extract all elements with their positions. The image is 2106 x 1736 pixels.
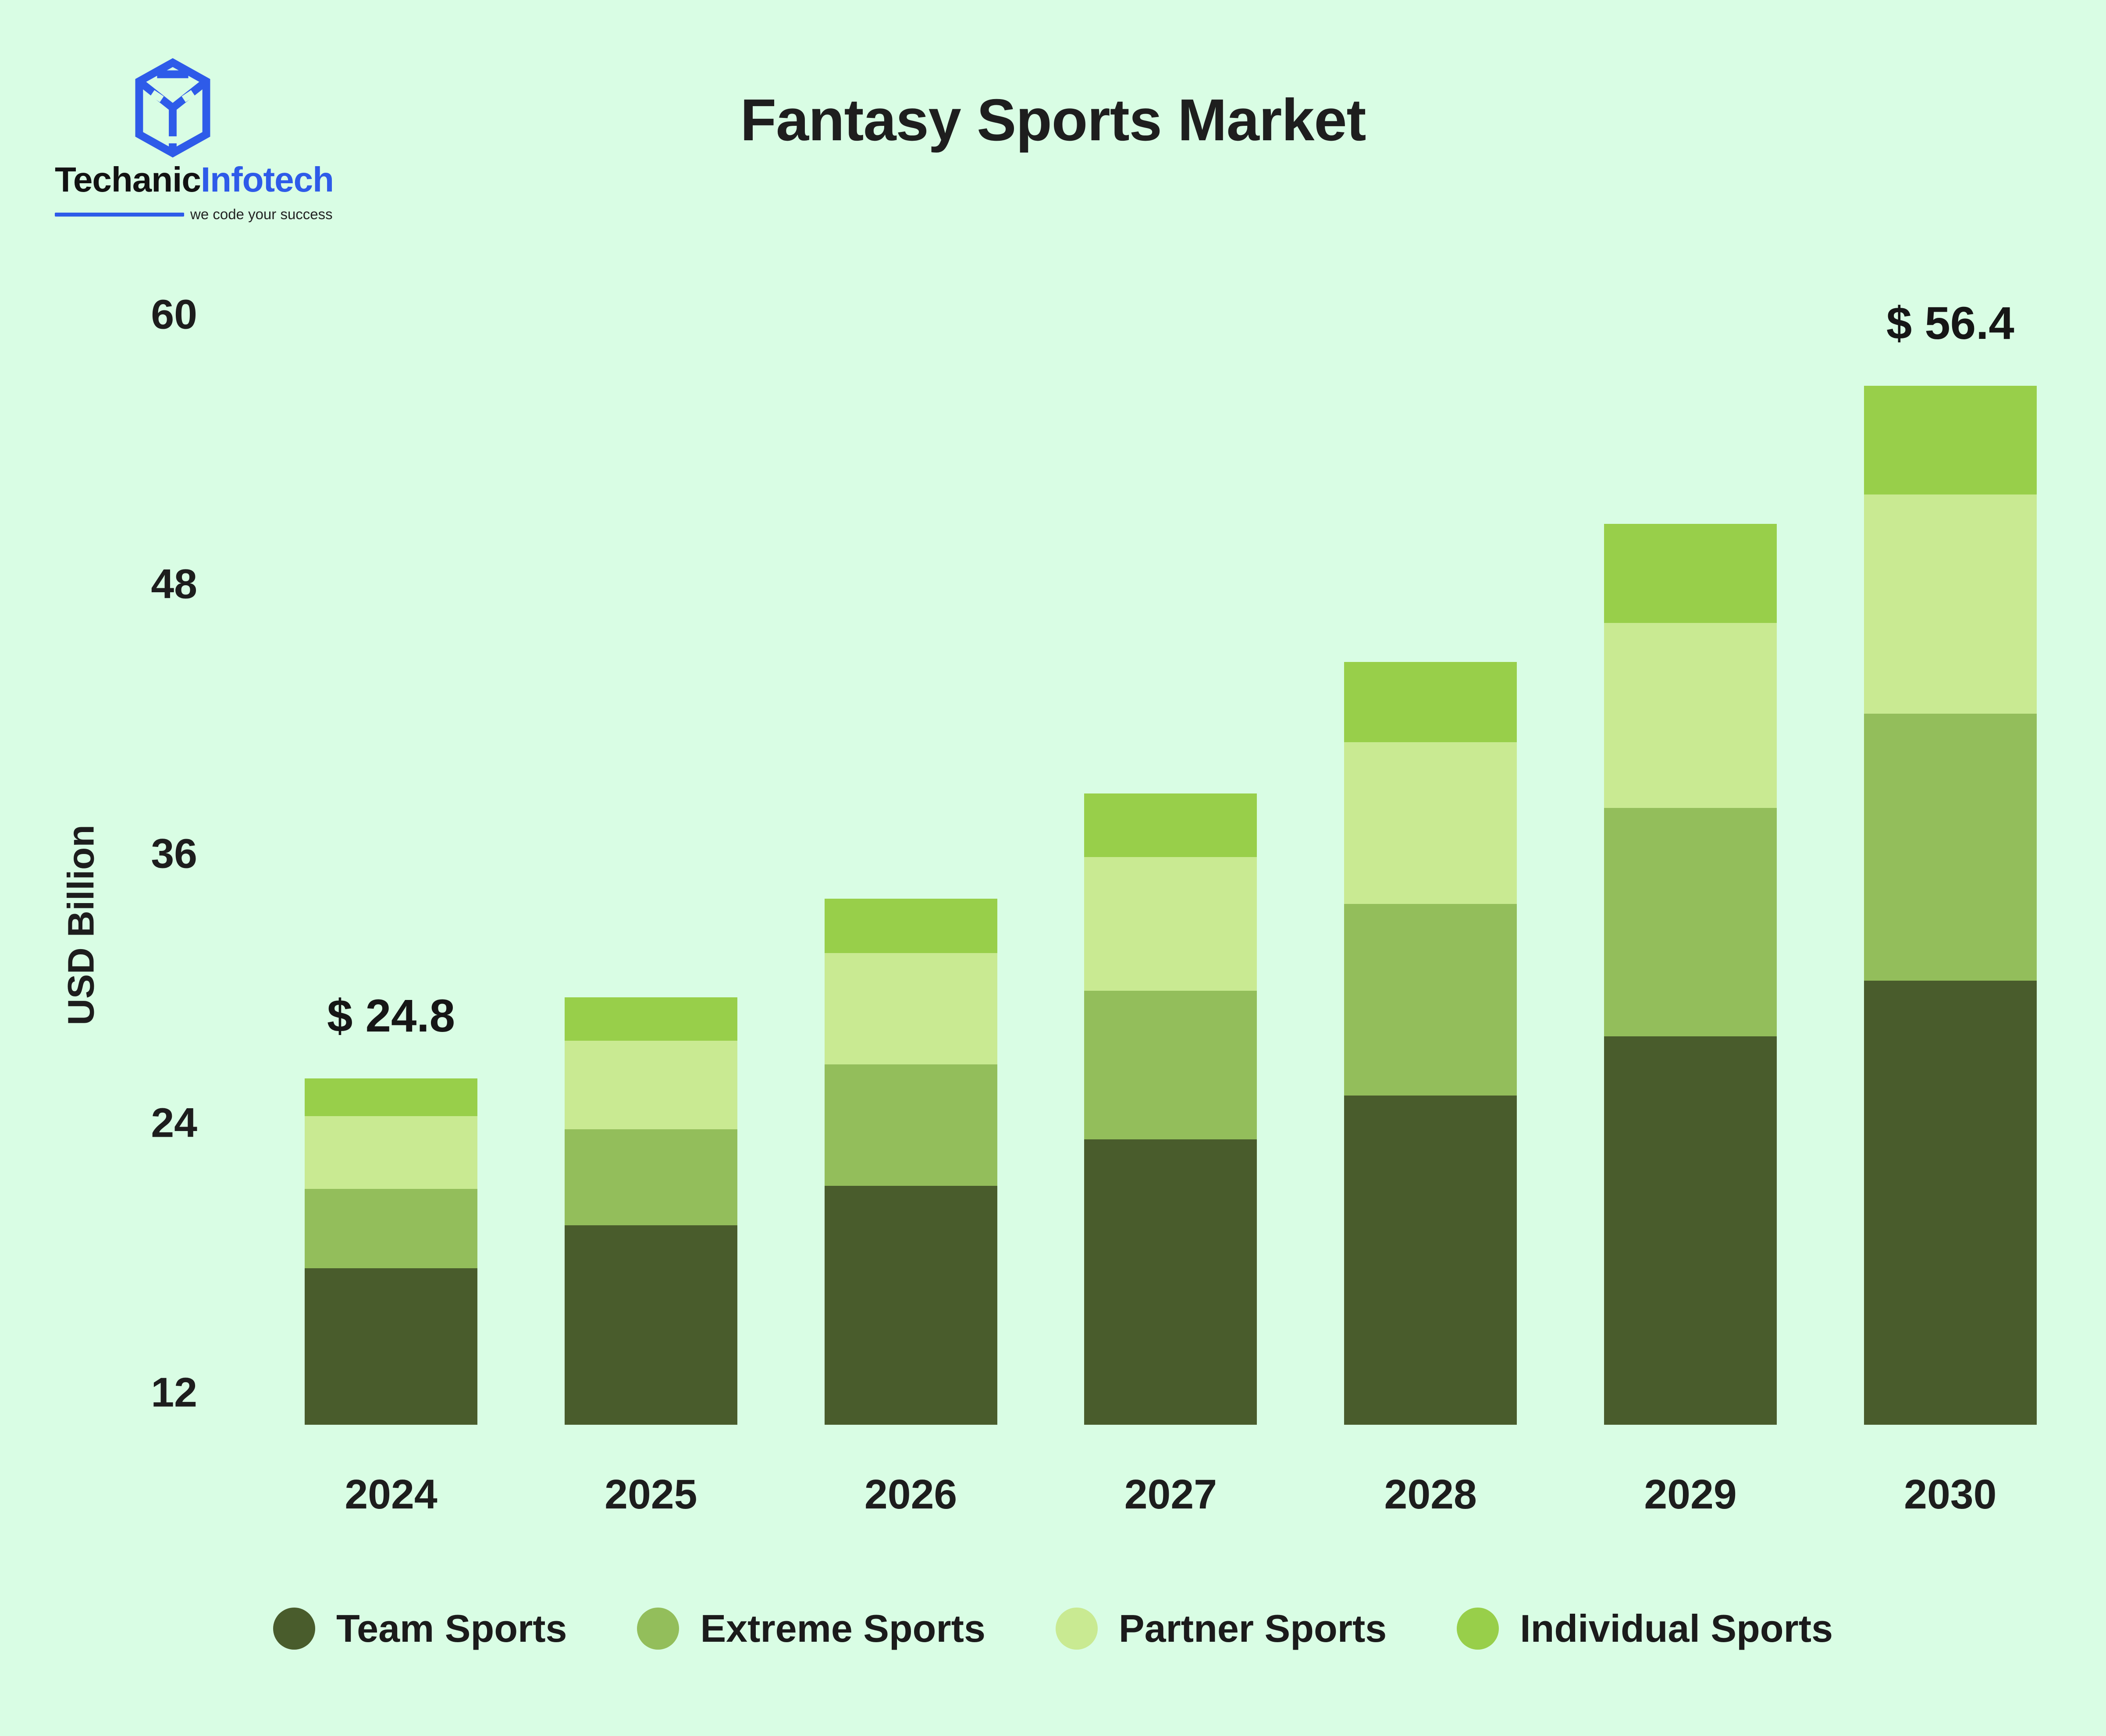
- bar-2026-extreme-sports: [824, 1064, 997, 1186]
- bar-2030-individual-sports: [1864, 386, 2037, 494]
- legend-label-individual-sports: Individual Sports: [1520, 1607, 1833, 1650]
- bar-2027-team-sports: [1084, 1139, 1257, 1425]
- bar-2028-team-sports: [1344, 1096, 1517, 1425]
- x-axis-label-2030: 2030: [1904, 1471, 1997, 1518]
- bar-2026-team-sports: [824, 1185, 997, 1425]
- total-annotation-2030: $ 56.4: [1886, 298, 2014, 349]
- logo-tagline: we code your success: [190, 206, 333, 222]
- logo: TechanicInfotech we code your success: [55, 57, 388, 223]
- chart-title: Fantasy Sports Market: [740, 87, 1366, 153]
- total-annotation-2024: $ 24.8: [327, 990, 455, 1042]
- y-axis-tick-60: 60: [151, 291, 197, 338]
- legend-item-partner-sports: Partner Sports: [1055, 1606, 1387, 1651]
- x-axis-label-2027: 2027: [1124, 1471, 1217, 1518]
- chart-legend: Team Sports Extreme Sports Partner Sports I…: [0, 1604, 2106, 1653]
- bar-2024-extreme-sports: [305, 1188, 477, 1269]
- y-axis-tick-12: 12: [151, 1369, 197, 1416]
- bar-2026-individual-sports: [824, 899, 997, 953]
- x-axis-label-2028: 2028: [1384, 1471, 1477, 1518]
- bar-2027-partner-sports: [1084, 857, 1257, 991]
- logo-wordmark: TechanicInfotech: [55, 160, 388, 200]
- bar-2027-individual-sports: [1084, 793, 1257, 857]
- legend-dot-team-sports: [273, 1608, 315, 1650]
- x-axis-label-2025: 2025: [605, 1471, 697, 1518]
- bar-2027-extreme-sports: [1084, 990, 1257, 1139]
- legend-item-individual-sports: Individual Sports: [1457, 1606, 1833, 1651]
- legend-dot-partner-sports: [1055, 1608, 1098, 1650]
- x-axis-label-2026: 2026: [864, 1471, 957, 1518]
- bar-2025-team-sports: [564, 1225, 737, 1425]
- y-axis-tick-48: 48: [151, 561, 197, 608]
- logo-tag-row: we code your success: [55, 206, 388, 223]
- bar-2025-partner-sports: [564, 1041, 737, 1130]
- bar-2030-extreme-sports: [1864, 713, 2037, 981]
- legend-label-partner-sports: Partner Sports: [1118, 1607, 1387, 1650]
- legend-item-extreme-sports: Extreme Sports: [637, 1606, 985, 1651]
- legend-dot-extreme-sports: [637, 1608, 679, 1650]
- bar-2029-partner-sports: [1604, 623, 1777, 808]
- legend-item-team-sports: Team Sports: [273, 1606, 567, 1651]
- legend-label-extreme-sports: Extreme Sports: [700, 1607, 985, 1650]
- bar-2028-individual-sports: [1344, 662, 1517, 742]
- y-axis-tick-36: 36: [151, 830, 197, 877]
- bar-2029-individual-sports: [1604, 524, 1777, 623]
- logo-underline: [55, 212, 184, 217]
- bar-2025-individual-sports: [564, 997, 737, 1041]
- legend-dot-individual-sports: [1457, 1608, 1499, 1650]
- bar-2024-team-sports: [305, 1268, 477, 1425]
- bar-2029-extreme-sports: [1604, 808, 1777, 1036]
- bar-2024-partner-sports: [305, 1116, 477, 1189]
- bar-2030-team-sports: [1864, 981, 2037, 1425]
- bar-2026-partner-sports: [824, 953, 997, 1065]
- x-axis-label-2024: 2024: [345, 1471, 438, 1518]
- logo-brand-part1: Techanic: [55, 160, 201, 199]
- legend-label-team-sports: Team Sports: [336, 1607, 567, 1650]
- bar-2025-extreme-sports: [564, 1129, 737, 1225]
- bar-2030-partner-sports: [1864, 494, 2037, 714]
- logo-brand-part2: Infotech: [200, 160, 334, 199]
- bar-2028-extreme-sports: [1344, 904, 1517, 1096]
- bar-2024-individual-sports: [305, 1078, 477, 1116]
- bar-2028-partner-sports: [1344, 742, 1517, 904]
- y-axis-tick-24: 24: [151, 1099, 197, 1146]
- x-axis-label-2029: 2029: [1644, 1471, 1737, 1518]
- cube-logo-icon: [135, 58, 210, 158]
- bar-2029-team-sports: [1604, 1036, 1777, 1425]
